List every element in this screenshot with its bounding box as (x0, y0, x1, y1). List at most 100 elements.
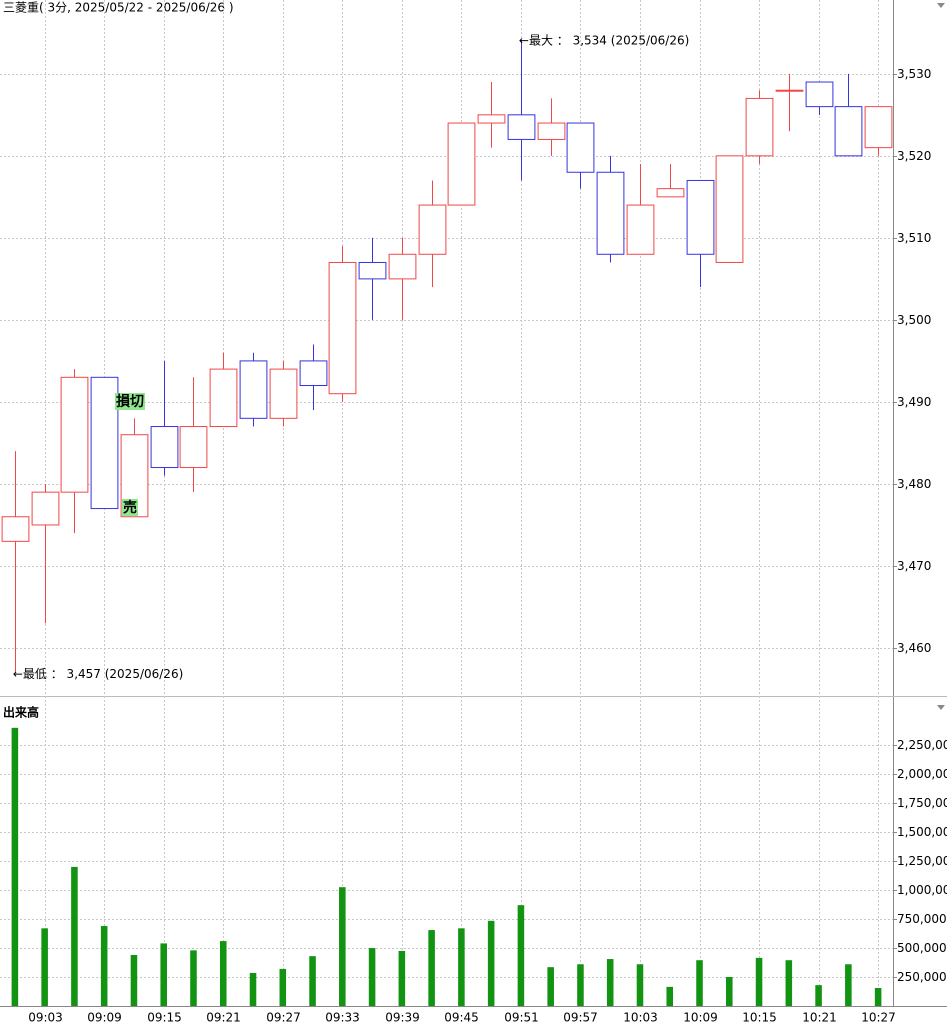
volume-bar (309, 956, 316, 1006)
x-tick-label: 10:21 (802, 1011, 837, 1024)
panel-title: 出来高 (3, 705, 39, 720)
volume-bar (696, 960, 703, 1006)
y-tick-label: 500,000 (897, 941, 947, 955)
candle-body (90, 376, 119, 510)
volume-bar (755, 957, 763, 1006)
x-tick-label: 10:03 (623, 1011, 658, 1024)
volume-bar (160, 943, 167, 1006)
volume-bar (726, 977, 733, 1006)
candle-body (596, 171, 625, 255)
candle-body (537, 122, 566, 140)
candle-body (388, 253, 417, 280)
volume-bar (398, 950, 406, 1006)
candle-body (447, 122, 476, 206)
y-tick-label: 1,250,000 (897, 854, 947, 868)
volume-bar (874, 988, 882, 1006)
volume-bar (666, 986, 674, 1006)
candle-body (209, 368, 238, 428)
candle-body (299, 360, 328, 387)
candle-body (745, 97, 774, 157)
y-tick-label: 3,530 (897, 67, 931, 81)
candle-body (418, 204, 447, 255)
candle-body (1, 516, 30, 542)
panel-menu[interactable] (937, 3, 945, 8)
volume-bar (636, 964, 644, 1006)
candle-body (328, 261, 357, 395)
y-tick-label: 3,470 (897, 559, 931, 573)
volume-bar (428, 930, 435, 1006)
volume-bar (190, 950, 197, 1006)
candle-body (656, 188, 685, 198)
trade-marker-bg (122, 499, 138, 516)
x-tick-label: 09:21 (206, 1011, 241, 1024)
x-tick-label: 10:27 (861, 1011, 896, 1024)
y-tick-label: 3,510 (897, 231, 931, 245)
candle-body (60, 376, 89, 493)
y-tick-label: 1,000,000 (897, 883, 947, 897)
y-tick-label: 1,750,000 (897, 796, 947, 810)
y-tick-label: 250,000 (897, 970, 947, 984)
candle-body (775, 89, 804, 92)
volume-bar (606, 959, 614, 1006)
volume-bar (11, 727, 19, 1006)
candle-body (239, 360, 268, 419)
x-tick-label: 10:09 (683, 1011, 718, 1024)
candle-body (31, 491, 60, 526)
y-tick-label: 2,000,000 (897, 767, 947, 781)
x-tick-label: 09:57 (563, 1011, 598, 1024)
y-tick-label: 3,520 (897, 149, 931, 163)
y-tick-label: 3,490 (897, 395, 931, 409)
candle-body (358, 261, 387, 280)
y-tick-label: 1,500,000 (897, 825, 947, 839)
candle-body (269, 368, 298, 419)
panel-menu[interactable] (937, 705, 945, 710)
x-tick-label: 09:39 (385, 1011, 420, 1024)
volume-bar (41, 928, 48, 1006)
volume-bar (339, 887, 346, 1006)
volume-bar (845, 964, 852, 1006)
volume-bar (517, 905, 525, 1006)
chart-title: 三菱重( 3分, 2025/05/22 - 2025/06/26 ) (3, 1, 234, 15)
x-tick-label: 09:03 (28, 1011, 63, 1024)
candle-body (626, 204, 655, 255)
max-annotation: ←最大 ： 3,534 (2025/06/26) (519, 34, 689, 48)
candle-body (477, 114, 506, 124)
volume-bar (458, 928, 465, 1006)
y-tick-label: 3,500 (897, 313, 931, 327)
x-tick-label: 09:15 (147, 1011, 182, 1024)
x-tick-label: 09:45 (444, 1011, 479, 1024)
trade-marker-bg (115, 393, 145, 410)
candle-body (150, 426, 179, 469)
candle-body (686, 179, 715, 255)
volume-bar (279, 968, 287, 1006)
volume-bar (130, 955, 138, 1006)
x-tick-label: 09:33 (325, 1011, 360, 1024)
y-tick-label: 2,250,000 (897, 738, 947, 752)
volume-bar (249, 972, 257, 1006)
volume-bar (100, 926, 108, 1006)
trade-marker: 売 (123, 499, 137, 516)
volume-bar (368, 948, 376, 1006)
volume-bar (785, 960, 793, 1006)
volume-bar (487, 920, 495, 1006)
candle-body (507, 114, 536, 140)
trade-marker: 損切 (116, 393, 144, 410)
x-tick-label: 10:15 (742, 1011, 777, 1024)
volume-bar (577, 964, 584, 1006)
y-tick-label: 3,460 (897, 641, 931, 655)
x-tick-label: 09:27 (266, 1011, 301, 1024)
candle-body (864, 106, 893, 149)
x-tick-label: 09:51 (504, 1011, 539, 1024)
candle-body (834, 106, 863, 157)
x-tick-label: 09:09 (87, 1011, 122, 1024)
y-tick-label: 750,000 (897, 912, 947, 926)
volume-bar (815, 985, 822, 1006)
volume-bar (547, 967, 554, 1006)
candle-body (715, 155, 744, 263)
candle-body (179, 426, 208, 469)
volume-bar (71, 866, 78, 1006)
candle-body (805, 81, 834, 108)
candle-body (566, 122, 595, 173)
